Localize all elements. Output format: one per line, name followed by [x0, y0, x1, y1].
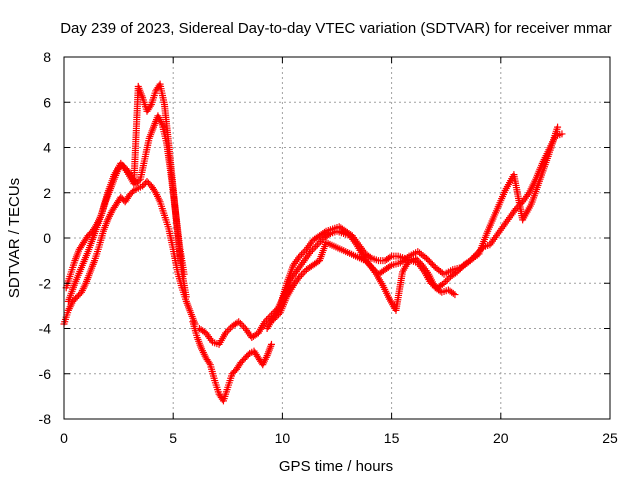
data-point: [386, 262, 394, 270]
data-point: [558, 130, 566, 138]
data-point: [366, 262, 374, 270]
x-tick-label: 20: [493, 430, 509, 446]
data-point: [443, 276, 451, 284]
grid-layer: [64, 57, 610, 419]
data-points: [60, 80, 566, 405]
data-point: [368, 263, 376, 271]
data-point: [205, 359, 213, 367]
data-point: [313, 241, 321, 249]
data-point: [417, 259, 425, 267]
data-point: [146, 102, 154, 110]
data-point: [366, 253, 374, 261]
data-point: [301, 247, 309, 255]
data-point: [236, 319, 244, 327]
data-point: [296, 272, 304, 280]
data-point: [440, 279, 448, 287]
data-point: [312, 242, 320, 250]
x-tick-label: 10: [275, 430, 291, 446]
data-point: [451, 291, 459, 299]
data-point: [449, 289, 457, 297]
data-point: [244, 351, 252, 359]
data-point: [298, 250, 306, 258]
data-point: [267, 340, 275, 348]
y-tick-label: 8: [43, 49, 51, 65]
data-point: [182, 293, 190, 301]
data-point: [263, 316, 271, 324]
data-point: [307, 248, 315, 256]
x-tick-label: 5: [169, 430, 177, 446]
data-point: [222, 329, 230, 337]
data-point: [128, 188, 136, 196]
y-tick-label: 6: [43, 94, 51, 110]
y-tick-label: -8: [39, 411, 52, 427]
chart-title: Day 239 of 2023, Sidereal Day-to-day VTE…: [60, 20, 612, 37]
data-point: [296, 252, 304, 260]
x-axis-label: GPS time / hours: [279, 458, 393, 475]
x-tick-label: 15: [384, 430, 400, 446]
y-axis-label: SDTVAR / TECUs: [6, 178, 23, 298]
data-point: [413, 256, 421, 264]
data-point: [363, 258, 371, 266]
data-point: [442, 278, 450, 286]
data-point: [275, 310, 283, 318]
y-tick-label: -2: [39, 275, 52, 291]
axis-ticks: 0 5 10 15 20 25 -8 -6 -4 -2 0 2 4 6 8: [39, 49, 618, 446]
data-point: [386, 253, 394, 261]
data-point: [271, 314, 279, 322]
y-tick-label: -4: [39, 321, 52, 337]
data-point: [299, 269, 307, 277]
x-tick-label: 0: [60, 430, 68, 446]
data-point: [315, 239, 323, 247]
data-point: [240, 323, 248, 331]
data-point: [223, 327, 231, 335]
data-point: [554, 123, 562, 131]
data-point: [270, 315, 278, 323]
data-point: [273, 312, 281, 320]
y-tick-label: 4: [43, 140, 51, 156]
data-point: [317, 237, 325, 245]
data-point: [365, 260, 373, 268]
data-point: [298, 271, 306, 279]
data-point: [370, 265, 378, 273]
y-tick-label: -6: [39, 366, 52, 382]
data-point: [325, 231, 333, 239]
data-point: [238, 321, 246, 329]
data-point: [200, 328, 208, 336]
y-tick-label: 2: [43, 185, 51, 201]
data-point: [308, 246, 316, 254]
data-point: [261, 318, 269, 326]
data-point: [135, 177, 143, 185]
data-point: [361, 257, 369, 265]
data-point: [225, 326, 233, 334]
x-tick-label: 25: [602, 430, 618, 446]
data-point: [151, 187, 159, 195]
data-point: [310, 244, 318, 252]
data-point: [415, 258, 423, 266]
data-point: [235, 318, 243, 326]
y-tick-label: 0: [43, 230, 51, 246]
data-point: [371, 267, 379, 275]
data-point: [299, 249, 307, 257]
